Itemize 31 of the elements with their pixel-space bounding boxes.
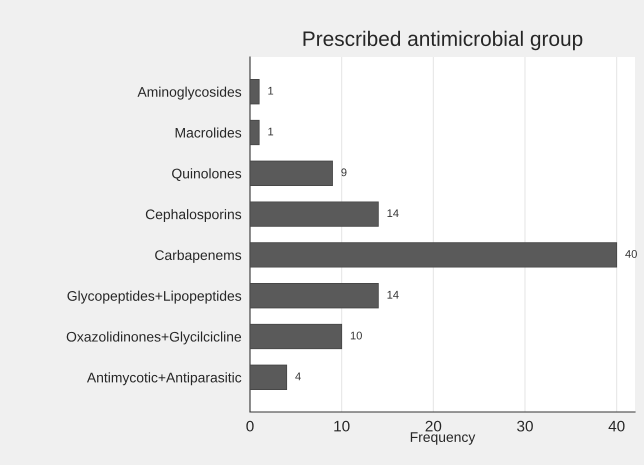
bar	[250, 283, 379, 308]
bar	[250, 242, 618, 268]
x-tick-label: 30	[517, 420, 533, 432]
bar	[250, 79, 260, 104]
y-tick-label: Antimycotic+Antiparasitic	[86, 372, 242, 386]
y-tick-label: Aminoglycosides	[137, 86, 242, 100]
data-label: 40	[625, 250, 637, 258]
x-tick-label: 0	[246, 420, 254, 432]
x-axis-title: Frequency	[410, 432, 476, 445]
y-tick-label: Oxazolidinones+Glycilcicline	[66, 331, 242, 344]
y-tick-label: Cephalosporins	[146, 209, 242, 222]
data-label: 1	[268, 86, 274, 95]
bar	[250, 201, 379, 227]
x-tick-label: 10	[334, 420, 350, 432]
data-label: 14	[388, 209, 399, 217]
bar	[250, 120, 260, 146]
data-label: 1	[268, 128, 274, 136]
x-tick-label: 20	[426, 420, 442, 432]
data-label: 10	[350, 332, 362, 340]
chart-title: Prescribed antimicrobial group	[304, 30, 582, 50]
data-label: 9	[341, 168, 346, 176]
y-tick-label: Glycopeptides+Lipopeptides	[67, 290, 242, 304]
y-tick-label: Macrolides	[176, 127, 242, 138]
bar	[250, 160, 333, 186]
y-tick-label: Quinolones	[172, 168, 242, 181]
data-label: 14	[388, 290, 399, 299]
bar	[250, 324, 342, 350]
x-tick-label: 40	[608, 420, 625, 432]
bar	[250, 364, 288, 390]
data-label: 4	[295, 372, 301, 380]
y-tick-label: Carbapenems	[155, 250, 242, 263]
